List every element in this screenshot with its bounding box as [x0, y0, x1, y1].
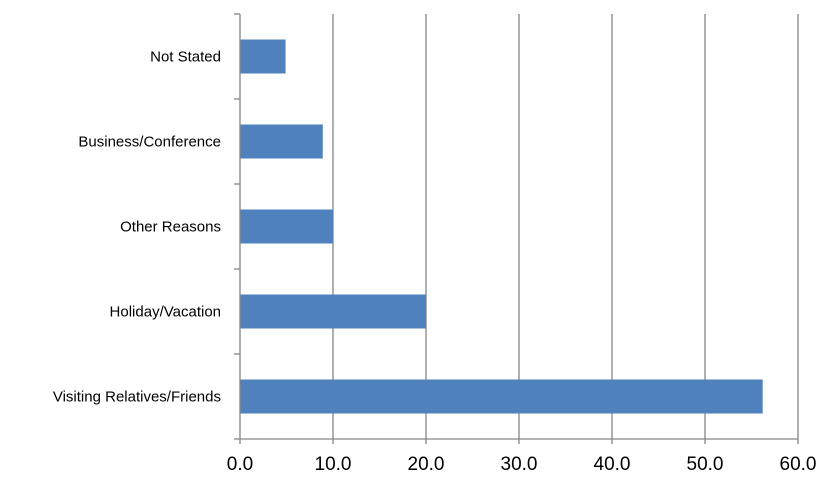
bar	[240, 294, 426, 329]
category-label: Business/Conference	[78, 134, 221, 151]
x-tick-label: 20.0	[408, 454, 445, 475]
labels: 0.0 10.0 20.0 30.0 40.0 50.0 60.0 Not Stated Bus…	[53, 49, 817, 476]
x-tick-label: 60.0	[780, 454, 817, 475]
bar	[240, 124, 323, 159]
bar	[240, 209, 333, 244]
gridlines	[332, 14, 799, 439]
category-label: Other Reasons	[120, 219, 221, 236]
x-tick-label: 40.0	[594, 454, 631, 475]
bars	[240, 39, 763, 414]
bar	[240, 379, 763, 414]
x-tick-label: 30.0	[501, 454, 538, 475]
category-label: Not Stated	[150, 49, 221, 66]
category-label: Visiting Relatives/Friends	[53, 389, 221, 406]
x-tick-label: 50.0	[687, 454, 724, 475]
category-label: Holiday/Vacation	[110, 304, 221, 321]
bar	[240, 39, 286, 74]
x-tick-label: 0.0	[227, 454, 253, 475]
axes	[234, 13, 799, 444]
x-tick-label: 10.0	[315, 454, 352, 475]
